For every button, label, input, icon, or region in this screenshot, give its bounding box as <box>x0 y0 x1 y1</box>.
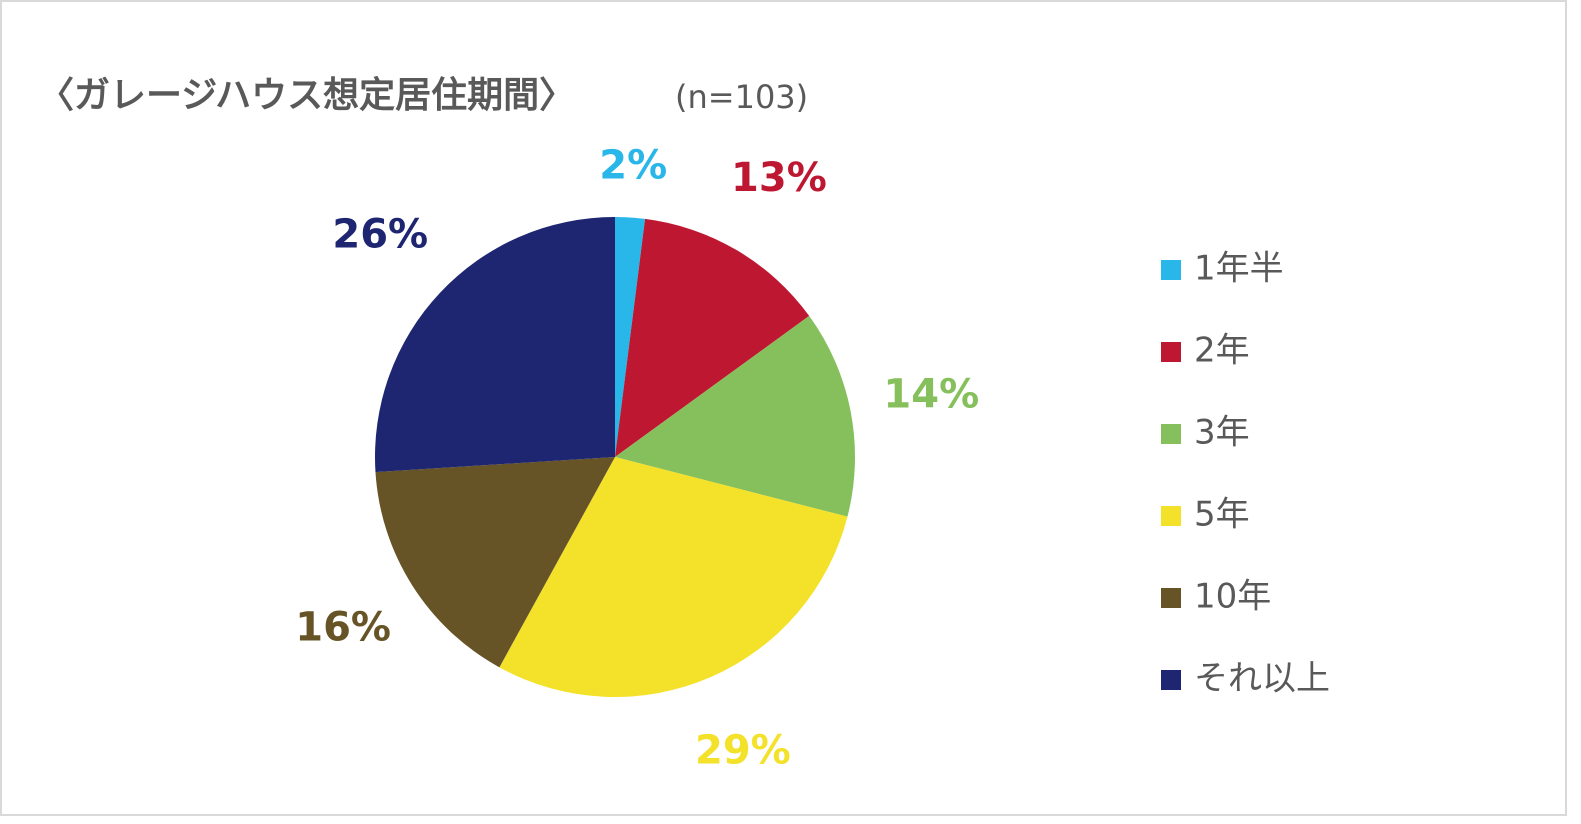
legend-swatch <box>1161 342 1181 362</box>
legend-label: 1年半 <box>1194 249 1284 289</box>
chart-title: 〈ガレージハウス想定居住期間〉 <box>38 75 575 116</box>
data-label: 2% <box>599 143 667 189</box>
legend-swatch <box>1161 260 1181 280</box>
legend-swatch <box>1161 424 1181 444</box>
data-label: 29% <box>695 728 791 774</box>
chart-subtitle: (n=103) <box>675 78 808 116</box>
pie-slice <box>615 217 646 457</box>
pie-slice <box>375 217 615 473</box>
legend-swatch <box>1161 588 1181 608</box>
legend-label: それ以上 <box>1194 659 1330 699</box>
legend-label: 3年 <box>1194 413 1250 453</box>
data-label: 26% <box>332 212 428 258</box>
pie-slice <box>375 457 615 668</box>
pie-slice <box>615 315 855 517</box>
data-label: 14% <box>883 372 979 418</box>
legend-swatch <box>1161 506 1181 526</box>
legend-swatch <box>1161 670 1181 690</box>
data-label: 13% <box>731 155 827 201</box>
pie-slice <box>615 218 810 457</box>
legend-label: 2年 <box>1194 331 1250 371</box>
legend-label: 10年 <box>1194 577 1271 617</box>
data-label: 16% <box>295 605 391 651</box>
pie-slice <box>499 457 848 697</box>
legend-label: 5年 <box>1194 495 1250 535</box>
